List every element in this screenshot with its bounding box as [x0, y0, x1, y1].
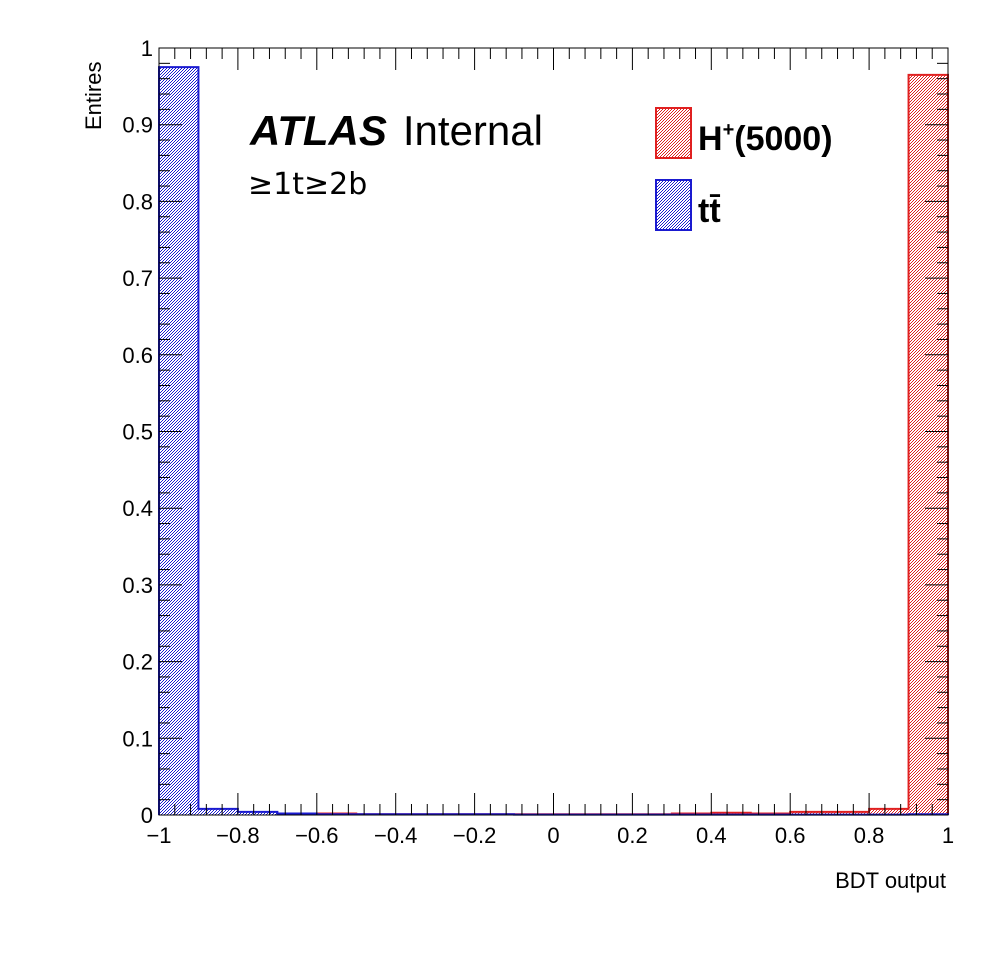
x-axis-title: BDT output	[835, 868, 946, 893]
bar-hplus-bin-18	[869, 808, 909, 815]
x-tick-label: 1	[942, 823, 954, 848]
x-tick-label: −1	[146, 823, 171, 848]
y-tick-label: 0.1	[122, 726, 153, 751]
y-tick-labels: 0 0.1 0.2 0.3 0.4 0.5 0.6 0.7 0.8 0.9 1	[122, 36, 153, 828]
x-tick-label: 0	[547, 823, 559, 848]
bar-hplus-bin-19	[908, 74, 948, 816]
atlas-word: ATLAS	[249, 107, 387, 154]
histogram-bars	[158, 66, 949, 816]
legend: H+(5000) tt̄	[655, 107, 833, 231]
x-tick-label: −0.4	[374, 823, 417, 848]
axis-ticks	[158, 47, 949, 816]
legend-swatch-ttbar	[655, 179, 692, 231]
internal-word: Internal	[403, 107, 543, 154]
y-tick-label: 0.8	[122, 189, 153, 214]
bar-ttbar-bin-1	[198, 808, 238, 815]
legend-label-ttbar: tt̄	[698, 192, 721, 230]
y-axis-title: Entires	[81, 62, 106, 130]
atlas-label: ATLAS Internal	[249, 107, 543, 154]
y-tick-label: 0.7	[122, 266, 153, 291]
region-label: ≥1t≥2b	[248, 167, 367, 202]
bar-hplus-bin-17	[829, 811, 870, 815]
x-tick-label: 0.8	[854, 823, 885, 848]
y-tick-label: 0.2	[122, 650, 153, 675]
legend-swatch-hplus	[655, 107, 692, 159]
plot-frame	[158, 47, 949, 816]
y-tick-label: 0.3	[122, 573, 153, 598]
x-tick-label: −0.2	[453, 823, 496, 848]
x-tick-label: 0.4	[696, 823, 727, 848]
x-tick-label: 0.6	[775, 823, 806, 848]
x-tick-labels: −1 −0.8 −0.6 −0.4 −0.2 0 0.2 0.4 0.6 0.8 1	[146, 823, 954, 848]
y-tick-label: 0.6	[122, 343, 153, 368]
x-tick-label: −0.8	[216, 823, 259, 848]
bar-ttbar-bin-0	[159, 67, 199, 816]
y-tick-label: 0	[141, 803, 153, 828]
y-tick-label: 1	[141, 36, 153, 61]
y-tick-label: 0.4	[122, 496, 153, 521]
x-tick-label: 0.2	[617, 823, 648, 848]
y-tick-label: 0.5	[122, 420, 153, 445]
y-tick-label: 0.9	[122, 113, 153, 138]
bar-ttbar-bin-2	[237, 811, 278, 815]
legend-label-hplus: H+(5000)	[698, 119, 833, 158]
bar-hplus-bin-16	[790, 811, 830, 815]
x-tick-label: −0.6	[295, 823, 338, 848]
